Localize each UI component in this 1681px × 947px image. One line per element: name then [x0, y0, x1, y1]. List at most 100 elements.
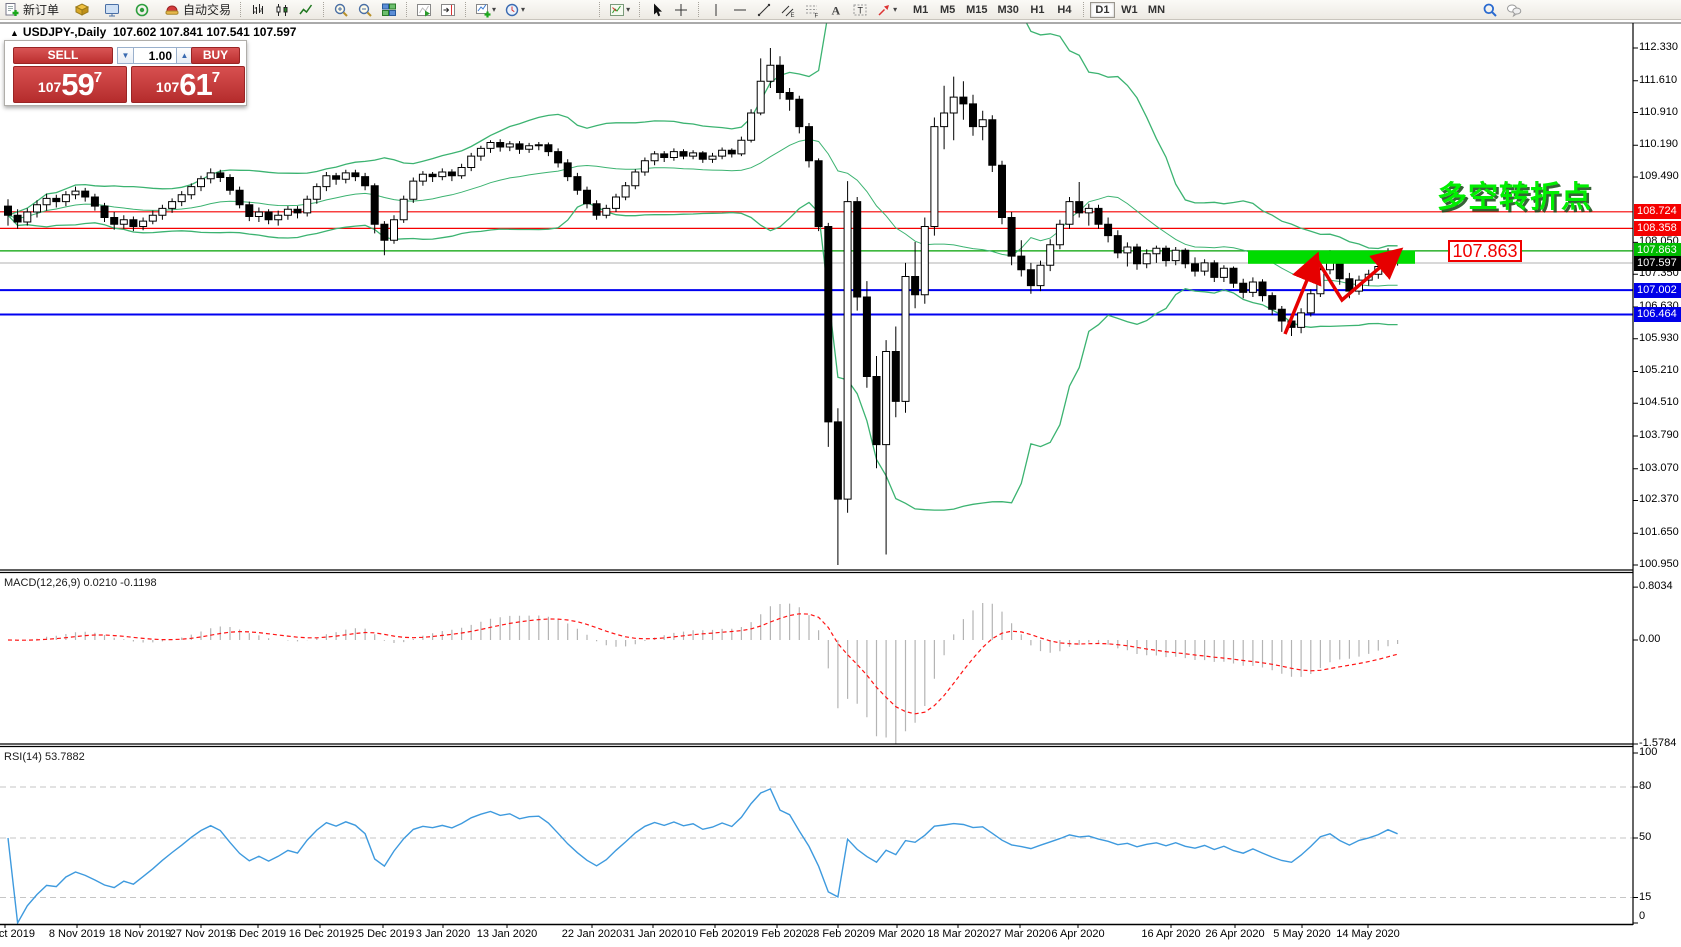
timeframe-button-H1[interactable]: H1: [1030, 3, 1045, 16]
date-label: 19 Feb 2020: [746, 928, 808, 940]
trendline-tool-button[interactable]: [753, 1, 775, 19]
price-tick-label: 112.330: [1639, 41, 1678, 53]
date-label: 27 Nov 2019: [169, 928, 233, 940]
chart-shift-button[interactable]: [437, 1, 459, 19]
collapse-triangle-icon: ▲: [10, 28, 19, 38]
fibonacci-tool-button[interactable]: F: [801, 1, 823, 19]
date-label: 25 Dec 2019: [351, 928, 415, 940]
timeframe-button-M5[interactable]: M5: [939, 3, 956, 16]
timeframe-button-MN[interactable]: MN: [1147, 3, 1166, 16]
buy-button[interactable]: BUY: [191, 47, 240, 64]
arrows-tool-button[interactable]: ▾: [873, 1, 900, 19]
market-watch-icon: [74, 2, 90, 16]
community-chat-button[interactable]: [1503, 1, 1525, 19]
price-callout-label[interactable]: 107.863: [1448, 240, 1522, 262]
timeframe-button-H4[interactable]: H4: [1057, 3, 1072, 16]
data-window-button[interactable]: [101, 1, 123, 19]
line-chart-button[interactable]: [295, 1, 317, 19]
volume-decrease-button[interactable]: ▼: [117, 47, 134, 64]
rsi-tick-label: 80: [1639, 780, 1652, 792]
price-tick-label: 103.070: [1639, 461, 1679, 474]
template-icon: [610, 3, 625, 16]
auto-trading-button[interactable]: 自动交易: [161, 1, 234, 19]
auto-trading-label: 自动交易: [183, 3, 232, 17]
buy-price-whole: 107: [155, 79, 180, 95]
dropdown-caret-icon: ▾: [521, 5, 526, 14]
sell-price-button[interactable]: 107 59 7: [13, 66, 127, 103]
auto-scroll-button[interactable]: [413, 1, 435, 19]
search-button[interactable]: [1479, 1, 1501, 19]
toolbar-separator: [698, 2, 700, 17]
date-label: 16 Apr 2020: [1141, 928, 1201, 940]
text-tool-button[interactable]: A: [825, 1, 847, 19]
svg-text:T: T: [858, 5, 864, 15]
macd-tick-label: 0.8034: [1639, 580, 1673, 593]
date-label: 6 Dec 2019: [229, 928, 287, 940]
timeframe-button-M30[interactable]: M30: [997, 3, 1019, 16]
text-icon: A: [832, 3, 841, 17]
auto-trading-icon: [165, 4, 179, 15]
price-tick-label: 110.190: [1639, 138, 1678, 151]
buy-price-pips: 61: [179, 67, 212, 102]
trend-arrow-up-2: [1314, 247, 1404, 303]
new-order-button[interactable]: 新订单: [1, 1, 62, 19]
fibonacci-icon: F: [806, 5, 819, 18]
turning-point-annotation[interactable]: 多空转折点: [1437, 181, 1592, 214]
trendline-icon: [757, 3, 771, 16]
bar-chart-button[interactable]: [247, 1, 269, 19]
text-label-tool-button[interactable]: T: [849, 1, 871, 19]
horizontal-line-icon: [734, 9, 747, 10]
rsi-tick-label: 15: [1639, 890, 1652, 903]
horizontal-line-tool-button[interactable]: [729, 1, 751, 19]
zoom-out-button[interactable]: [354, 1, 376, 19]
crosshair-tool-button[interactable]: [670, 1, 692, 19]
crosshair-icon: [675, 3, 688, 16]
timeframe-button-W1[interactable]: W1: [1121, 3, 1138, 16]
timeframe-button-M15[interactable]: M15: [966, 3, 988, 16]
date-label: 9 Mar 2020: [869, 928, 925, 940]
vertical-line-tool-button[interactable]: [705, 1, 727, 19]
date-label: 14 May 2020: [1336, 928, 1400, 940]
sell-button[interactable]: SELL: [13, 47, 113, 64]
date-label: 6 Apr 2020: [1051, 928, 1105, 940]
toolbar-separator: [639, 2, 641, 17]
date-label: 30 Oct 2019: [0, 928, 35, 940]
timeframe-button-D1[interactable]: D1: [1089, 1, 1115, 18]
chart-title: ▲ USDJPY-,Daily 107.602 107.841 107.541 1…: [10, 25, 296, 39]
candlestick-chart-button[interactable]: [271, 1, 293, 19]
date-label: 18 Nov 2019: [108, 928, 172, 940]
volume-input[interactable]: 1.00: [134, 47, 176, 64]
price-tick-label: 102.370: [1639, 493, 1679, 506]
tile-windows-button[interactable]: [378, 1, 400, 19]
equidistant-channel-tool-button[interactable]: E: [777, 1, 799, 19]
toolbar-separator: [406, 2, 408, 17]
date-label: 18 Mar 2020: [927, 928, 989, 940]
svg-text:A: A: [832, 3, 841, 17]
navigator-button[interactable]: [131, 1, 153, 19]
cursor-tool-button[interactable]: [646, 1, 668, 19]
macd-tick-label: 0.00: [1639, 633, 1661, 645]
date-label: 8 Nov 2019: [48, 928, 106, 940]
market-watch-button[interactable]: [71, 1, 93, 19]
periods-button[interactable]: ▾: [501, 1, 528, 19]
rsi-tick-label: 0: [1639, 910, 1646, 922]
macd-tick-label: -1.5784: [1639, 737, 1677, 750]
dropdown-caret-icon: ▾: [893, 5, 898, 14]
one-click-trading-panel: SELL ▼ 1.00 ▲ BUY 107 59 7 107 61 7: [4, 40, 247, 106]
date-label: 16 Dec 2019: [288, 928, 352, 940]
zoom-in-button[interactable]: [330, 1, 352, 19]
date-label: 3 Jan 2020: [415, 928, 471, 940]
toolbar-separator: [240, 2, 242, 17]
buy-price-button[interactable]: 107 61 7: [131, 66, 245, 103]
timeframe-button-M1[interactable]: M1: [912, 3, 929, 16]
zoom-in-icon: [334, 3, 348, 17]
template-button[interactable]: ▾: [606, 1, 633, 19]
text-label-icon: T: [853, 4, 867, 15]
add-indicator-button[interactable]: ▾: [472, 1, 499, 19]
buy-price-point: 7: [211, 69, 221, 86]
price-tick-label: 104.510: [1639, 396, 1679, 409]
price-tick-label: 111.610: [1639, 73, 1678, 86]
add-indicator-icon: [476, 3, 491, 17]
